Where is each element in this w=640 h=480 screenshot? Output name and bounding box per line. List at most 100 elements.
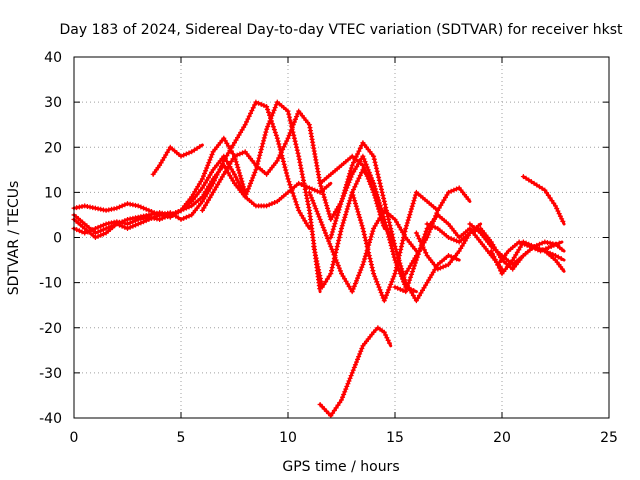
data-point-marker (202, 202, 208, 208)
data-point-marker (146, 207, 152, 213)
data-point-marker (135, 203, 141, 209)
data-point-marker (363, 161, 369, 167)
data-point-marker (456, 248, 462, 254)
data-point-marker (141, 219, 147, 225)
x-axis-label: GPS time / hours (282, 459, 399, 475)
data-point-marker (372, 273, 378, 279)
data-point-marker (410, 269, 416, 275)
data-point-marker (378, 290, 384, 296)
data-point-marker (98, 228, 104, 234)
data-point-marker (265, 107, 271, 113)
data-point-marker (288, 184, 294, 190)
data-point-marker (545, 192, 551, 198)
data-point-marker (253, 167, 259, 173)
data-point-marker (323, 279, 329, 285)
data-point-marker (227, 147, 233, 153)
data-point-marker (352, 200, 358, 206)
data-point-marker (158, 160, 164, 166)
data-point-marker (213, 184, 219, 190)
data-point-marker (309, 195, 315, 201)
data-point-marker (286, 179, 292, 185)
data-point-marker (514, 249, 520, 255)
data-point-marker (274, 158, 280, 164)
data-point-marker (222, 138, 228, 144)
data-point-marker (553, 203, 558, 209)
data-point-marker (314, 261, 320, 267)
data-point-marker (419, 241, 425, 247)
data-point-marker (328, 216, 334, 222)
data-point-marker (539, 185, 545, 191)
data-point-marker (248, 180, 254, 186)
data-point-marker (379, 189, 385, 195)
data-point-marker (407, 287, 413, 293)
data-point-marker (235, 164, 241, 170)
data-point-marker (258, 101, 264, 107)
data-point-marker (340, 394, 346, 400)
data-point-marker (385, 213, 391, 219)
data-point-marker (218, 176, 224, 182)
data-point-marker (395, 285, 401, 291)
data-point-marker (386, 287, 392, 293)
data-point-marker (524, 242, 530, 248)
series-track-n (403, 185, 472, 277)
data-point-marker (116, 204, 122, 210)
data-point-marker (402, 277, 408, 283)
data-point-marker (261, 103, 267, 109)
data-point-marker (461, 240, 467, 246)
data-point-marker (183, 205, 189, 211)
data-point-marker (232, 171, 237, 177)
data-point-marker (417, 238, 423, 244)
data-point-marker (209, 151, 215, 157)
data-point-marker (95, 224, 101, 230)
data-point-marker (218, 163, 224, 169)
data-point-marker (342, 276, 348, 282)
data-point-marker (470, 229, 476, 235)
y-tick-label: -30 (39, 366, 62, 382)
data-point-marker (360, 153, 366, 159)
data-point-marker (337, 231, 343, 237)
data-point-marker (370, 228, 376, 234)
data-point-marker (330, 226, 336, 232)
data-point-marker (434, 210, 440, 216)
data-point-marker (405, 217, 411, 223)
data-point-marker (296, 180, 302, 186)
data-point-marker (355, 209, 361, 215)
data-point-marker (199, 207, 205, 213)
data-point-marker (224, 166, 230, 172)
data-point-marker (378, 183, 384, 189)
data-point-marker (371, 180, 377, 186)
data-point-marker (511, 254, 517, 260)
data-point-marker (246, 183, 252, 189)
data-point-marker (347, 375, 353, 381)
data-point-marker (133, 222, 139, 228)
data-point-marker (451, 237, 457, 243)
data-point-marker (358, 348, 364, 354)
data-point-marker (388, 225, 394, 231)
data-point-marker (291, 193, 297, 199)
data-point-marker (409, 271, 415, 277)
data-point-marker (424, 235, 430, 240)
data-point-marker (392, 216, 398, 222)
data-point-marker (238, 129, 244, 135)
data-point-marker (251, 172, 257, 178)
data-point-marker (331, 259, 337, 265)
data-point-marker (196, 181, 202, 187)
data-point-marker (555, 208, 561, 214)
data-point-marker (261, 135, 267, 141)
data-point-marker (412, 246, 418, 252)
data-point-marker (383, 204, 389, 210)
data-point-marker (116, 222, 122, 228)
data-point-marker (250, 175, 256, 181)
data-point-marker (415, 233, 421, 239)
data-point-marker (490, 251, 496, 257)
data-point-marker (334, 244, 340, 250)
data-point-marker (402, 228, 408, 234)
data-point-marker (345, 381, 351, 387)
data-point-marker (263, 129, 269, 135)
data-point-marker (173, 213, 179, 219)
data-point-marker (228, 175, 234, 181)
data-point-marker (553, 253, 558, 259)
data-point-marker (141, 205, 147, 211)
data-point-marker (211, 178, 217, 184)
data-point-marker (311, 246, 317, 252)
